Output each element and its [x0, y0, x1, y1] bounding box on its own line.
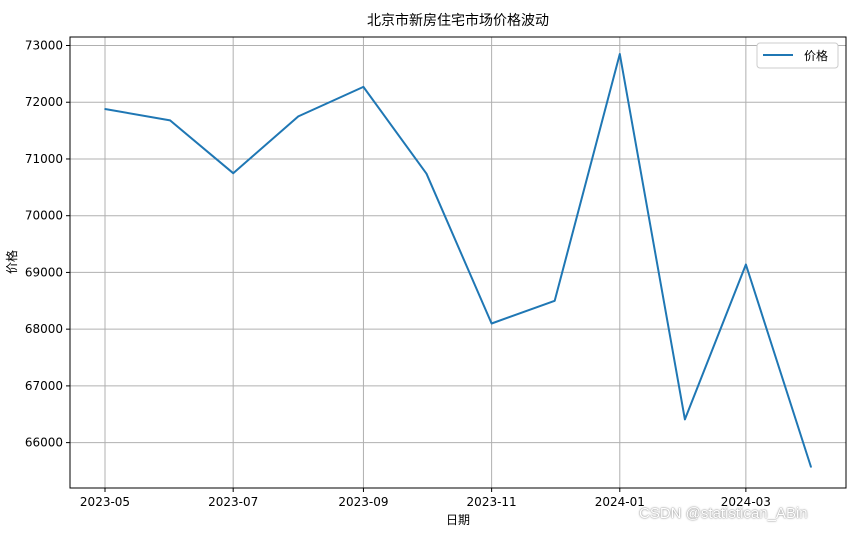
y-tick-label: 68000: [25, 322, 63, 336]
data-point: [297, 115, 300, 118]
data-point: [425, 172, 428, 175]
data-point: [618, 53, 621, 55]
y-tick-label: 69000: [25, 265, 63, 279]
data-point: [553, 299, 556, 302]
y-axis-label: 价格: [4, 250, 19, 274]
y-tick-label: 71000: [25, 152, 63, 166]
legend-label: 价格: [804, 48, 828, 63]
legend: 价格: [756, 42, 839, 69]
data-point: [684, 418, 686, 421]
x-tick-label: 2023-11: [467, 495, 517, 509]
data-point: [745, 263, 747, 266]
series-line-price: [104, 53, 812, 468]
x-tick-label: 2023-05: [80, 495, 130, 509]
x-tick-label: 2024-03: [721, 495, 771, 509]
data-point: [362, 86, 365, 88]
legend-box: [756, 42, 839, 69]
series-layer: [104, 53, 812, 468]
y-tick-label: 72000: [25, 95, 63, 109]
data-point: [232, 172, 234, 174]
data-point: [104, 108, 106, 110]
data-point: [169, 119, 171, 122]
grid: [70, 37, 846, 488]
x-axis-label: 日期: [446, 513, 470, 527]
y-tick-label: 73000: [25, 39, 63, 53]
y-tick-label: 66000: [25, 436, 63, 450]
data-point: [490, 322, 493, 325]
x-tick-label: 2023-09: [338, 495, 388, 509]
x-tick-label: 2024-01: [595, 495, 645, 509]
axis-ticks: 66000 67000 68000 69000 70000 71000 72000 73000…: [25, 39, 771, 509]
chart-title: 北京市新房住宅市场价格波动: [367, 12, 549, 29]
y-tick-label: 70000: [25, 209, 63, 223]
watermark-text: CSDN @statistican_ABin: [639, 505, 808, 522]
data-point: [810, 466, 812, 468]
x-tick-label: 2023-07: [208, 495, 258, 509]
y-tick-label: 67000: [25, 379, 63, 393]
plot-frame: [69, 36, 847, 489]
